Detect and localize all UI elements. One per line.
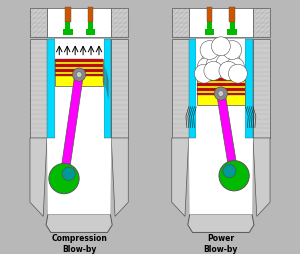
Polygon shape <box>188 215 254 232</box>
Circle shape <box>62 168 75 181</box>
Bar <box>245 40 253 138</box>
Circle shape <box>49 164 79 194</box>
Circle shape <box>214 88 227 101</box>
Bar <box>63 30 73 36</box>
Bar <box>56 74 103 77</box>
Bar <box>205 30 214 36</box>
Circle shape <box>194 65 213 84</box>
Bar <box>207 8 212 23</box>
Polygon shape <box>46 215 112 232</box>
Bar <box>196 40 245 138</box>
Circle shape <box>73 69 86 82</box>
Bar <box>65 9 70 36</box>
Circle shape <box>223 165 236 178</box>
Polygon shape <box>253 138 270 216</box>
Bar <box>189 9 253 38</box>
Circle shape <box>204 62 223 81</box>
Circle shape <box>216 55 235 73</box>
Circle shape <box>226 58 244 77</box>
Bar <box>172 9 189 38</box>
Bar <box>253 40 270 138</box>
Bar <box>47 40 55 138</box>
Bar <box>230 8 235 23</box>
Circle shape <box>202 51 221 70</box>
Bar <box>207 9 212 36</box>
Circle shape <box>76 72 82 78</box>
Bar <box>189 40 196 138</box>
Polygon shape <box>217 93 238 177</box>
Bar <box>245 40 253 138</box>
Bar <box>189 40 196 138</box>
Bar <box>111 40 128 138</box>
Circle shape <box>212 47 230 66</box>
Bar <box>104 40 111 138</box>
Bar <box>197 79 244 82</box>
Text: Compression
Blow-by: Compression Blow-by <box>51 233 107 253</box>
Bar <box>230 9 235 36</box>
Polygon shape <box>111 138 128 216</box>
Bar <box>30 40 47 138</box>
Bar <box>197 79 244 105</box>
Circle shape <box>197 58 216 77</box>
Polygon shape <box>30 138 47 216</box>
Bar <box>197 93 244 96</box>
Circle shape <box>200 41 219 60</box>
Polygon shape <box>60 75 83 180</box>
Bar <box>56 65 103 68</box>
Bar <box>65 8 70 23</box>
Bar <box>55 40 104 138</box>
Bar <box>56 70 103 72</box>
Text: Power
Blow-by: Power Blow-by <box>204 233 238 253</box>
Circle shape <box>228 65 247 84</box>
Circle shape <box>219 62 238 81</box>
Polygon shape <box>47 138 111 215</box>
Bar <box>172 40 189 138</box>
Polygon shape <box>189 138 253 215</box>
Circle shape <box>207 55 226 73</box>
Bar <box>56 60 103 87</box>
Bar <box>197 84 244 87</box>
Bar <box>227 30 237 36</box>
Bar <box>56 60 103 63</box>
Bar <box>86 30 95 36</box>
Bar <box>253 9 270 38</box>
Polygon shape <box>172 138 189 216</box>
Circle shape <box>221 51 240 70</box>
Bar <box>88 9 93 36</box>
Bar <box>104 40 111 138</box>
Bar <box>111 9 128 38</box>
Bar <box>30 9 47 38</box>
Circle shape <box>219 161 249 191</box>
Circle shape <box>218 91 224 97</box>
Circle shape <box>212 38 230 56</box>
Bar <box>47 40 55 138</box>
Bar <box>197 88 244 91</box>
Bar <box>47 9 111 38</box>
Bar <box>88 8 93 23</box>
Circle shape <box>223 41 242 60</box>
